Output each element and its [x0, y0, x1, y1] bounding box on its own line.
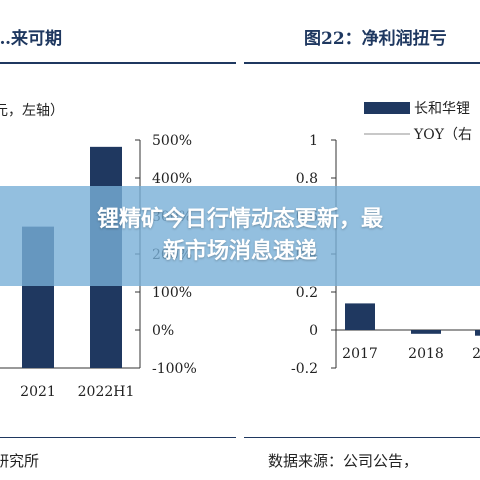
left-y2-tick-label: -100%: [152, 361, 197, 377]
right-y-tick-label: 1: [309, 133, 318, 149]
headline-line-1: 锂精矿今日行情动态更新，最: [96, 207, 383, 232]
right-y-tick-label: 0.2: [296, 285, 318, 301]
right-x-tick-label: 2018: [408, 346, 444, 362]
right-source-text: 数据来源：公司公告，: [268, 452, 419, 470]
legend-swatch-bar: [364, 102, 410, 114]
left-x-tick-label: 2022H1: [78, 384, 135, 400]
left-title-rule: [0, 62, 236, 64]
right-y-tick-label: 0.8: [296, 171, 318, 187]
left-footer-rule: [0, 437, 236, 438]
left-y2-tick-label: 400%: [152, 171, 192, 187]
headline-banner[interactable]: 锂精矿今日行情动态更新，最 新市场消息速递: [0, 186, 480, 286]
left-x-tick-label: 2021: [20, 384, 56, 400]
left-y2-tick-label: 500%: [152, 133, 192, 149]
left-y2-tick-label: 0%: [152, 323, 174, 339]
left-chart-title: …来可期: [0, 29, 62, 49]
right-bar: [475, 330, 480, 336]
legend-label-bar: 长和华锂: [414, 101, 470, 117]
right-title-rule: [244, 62, 480, 64]
right-footer-rule: [244, 437, 480, 438]
right-chart-title: 图22：净利润扭亏: [304, 29, 447, 49]
right-bar: [411, 330, 441, 334]
right-y-tick-label: 0: [309, 323, 318, 339]
right-x-tick-label: 2017: [342, 346, 378, 362]
left-source-text: 研究所: [0, 452, 40, 470]
legend-label-line: YOY（右: [414, 127, 472, 143]
headline-line-2: 新市场消息速递: [162, 239, 317, 264]
right-y-tick-label: -0.2: [291, 361, 318, 377]
right-bar: [345, 303, 375, 330]
left-legend-fragment: 元，左轴）: [0, 103, 64, 119]
right-x-tick-label: 2019: [472, 346, 480, 362]
left-y2-tick-label: 100%: [152, 285, 192, 301]
